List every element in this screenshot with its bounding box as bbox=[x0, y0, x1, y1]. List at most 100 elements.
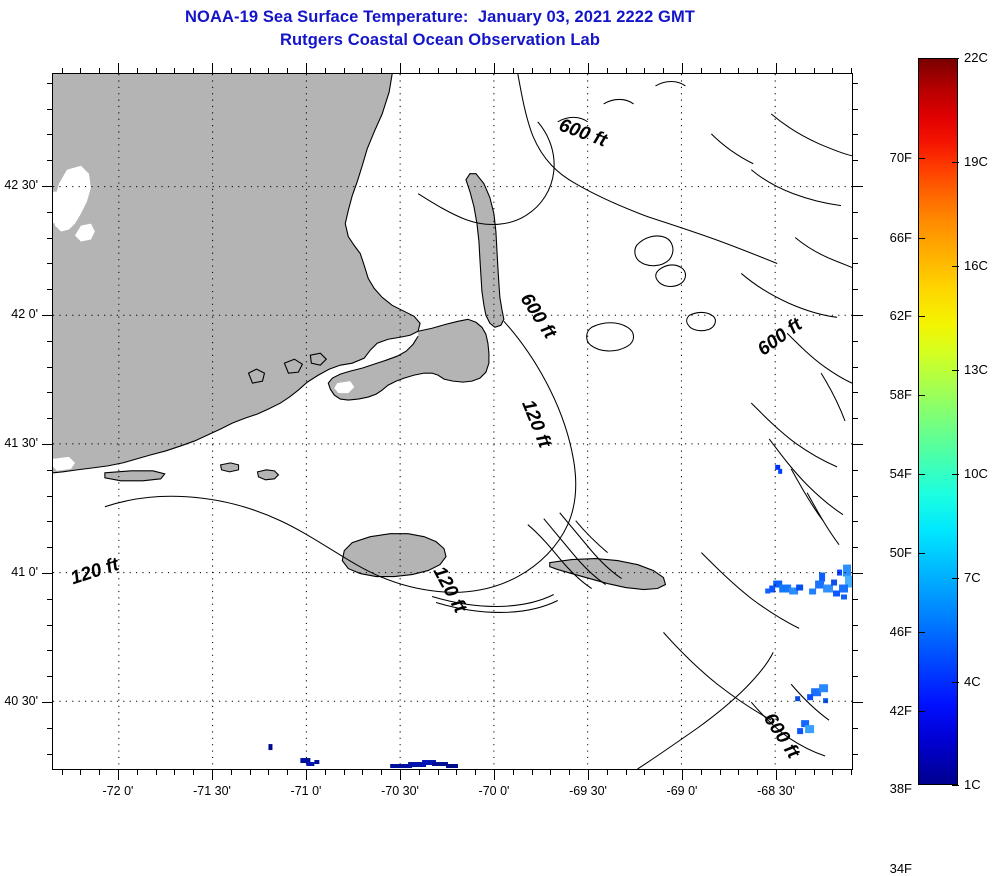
colorbar-tick-fahrenheit bbox=[918, 553, 925, 554]
x-axis-minor-tick bbox=[137, 770, 138, 775]
y-axis-minor-tick bbox=[853, 109, 858, 110]
x-axis-major-tick bbox=[588, 63, 589, 73]
x-axis-minor-tick bbox=[250, 68, 251, 73]
x-axis-minor-tick bbox=[231, 68, 232, 73]
y-axis-minor-tick bbox=[47, 341, 52, 342]
x-axis-major-tick bbox=[776, 63, 777, 73]
x-axis-minor-tick bbox=[513, 770, 514, 775]
y-axis-minor-tick bbox=[853, 367, 858, 368]
colorbar-tick-fahrenheit bbox=[918, 238, 925, 239]
y-axis-major-tick bbox=[42, 702, 52, 703]
colorbar-label-fahrenheit: 62F bbox=[889, 308, 912, 323]
x-axis-major-tick bbox=[682, 63, 683, 73]
y-axis-minor-tick bbox=[47, 367, 52, 368]
x-axis-minor-tick bbox=[550, 770, 551, 775]
x-axis-minor-tick bbox=[814, 770, 815, 775]
y-axis-minor-tick bbox=[47, 134, 52, 135]
colorbar-label-fahrenheit: 54F bbox=[889, 466, 912, 481]
x-axis-minor-tick bbox=[851, 68, 852, 73]
x-axis-minor-tick bbox=[156, 770, 157, 775]
y-axis-minor-tick bbox=[853, 599, 858, 600]
y-axis-label: 40 30' bbox=[4, 694, 38, 708]
y-axis-minor-tick bbox=[47, 470, 52, 471]
y-axis-minor-tick bbox=[47, 676, 52, 677]
x-axis-minor-tick bbox=[738, 68, 739, 73]
contour-label-120ft-2: 120 ft bbox=[429, 563, 471, 617]
y-axis-minor-tick bbox=[47, 496, 52, 497]
x-axis-minor-tick bbox=[832, 68, 833, 73]
x-axis-major-tick bbox=[494, 63, 495, 73]
x-axis-minor-tick bbox=[550, 68, 551, 73]
x-axis-minor-tick bbox=[851, 770, 852, 775]
x-axis-major-tick bbox=[682, 770, 683, 780]
x-axis-label: -71 30' bbox=[193, 784, 231, 798]
x-axis-minor-tick bbox=[419, 68, 420, 73]
coastline bbox=[53, 74, 667, 591]
x-axis-minor-tick bbox=[137, 68, 138, 73]
y-axis-major-tick bbox=[853, 702, 863, 703]
y-axis-minor-tick bbox=[853, 521, 858, 522]
contour-label-600ft-2: 600 ft bbox=[516, 290, 561, 343]
y-axis-major-tick bbox=[42, 444, 52, 445]
x-axis-label: -69 30' bbox=[569, 784, 607, 798]
x-axis-minor-tick bbox=[663, 68, 664, 73]
x-axis-minor-tick bbox=[80, 68, 81, 73]
x-axis-minor-tick bbox=[513, 68, 514, 73]
x-axis-minor-tick bbox=[757, 770, 758, 775]
x-axis-minor-tick bbox=[795, 68, 796, 73]
y-axis-label: 42 30' bbox=[4, 178, 38, 192]
x-axis-minor-tick bbox=[325, 68, 326, 73]
colorbar-label-fahrenheit: 58F bbox=[889, 387, 912, 402]
y-axis-minor-tick bbox=[853, 392, 858, 393]
x-axis-minor-tick bbox=[438, 770, 439, 775]
sst-colorbar[interactable] bbox=[918, 58, 958, 785]
y-axis-minor-tick bbox=[47, 754, 52, 755]
colorbar-label-celsius: 22C bbox=[964, 50, 988, 65]
colorbar-tick-celsius bbox=[952, 578, 959, 579]
y-axis-minor-tick bbox=[47, 109, 52, 110]
y-axis-minor-tick bbox=[47, 650, 52, 651]
x-axis-minor-tick bbox=[569, 68, 570, 73]
colorbar-label-fahrenheit: 34F bbox=[889, 861, 912, 876]
x-axis-minor-tick bbox=[607, 770, 608, 775]
x-axis-major-tick bbox=[400, 770, 401, 780]
contour-label-120ft-1: 120 ft bbox=[517, 397, 555, 451]
y-axis-minor-tick bbox=[47, 289, 52, 290]
land-polygons bbox=[53, 74, 666, 590]
y-axis-minor-tick bbox=[853, 160, 858, 161]
y-axis-minor-tick bbox=[853, 418, 858, 419]
colorbar-label-celsius: 7C bbox=[964, 570, 981, 585]
colorbar-tick-celsius bbox=[952, 682, 959, 683]
y-axis-major-tick bbox=[42, 186, 52, 187]
x-axis-minor-tick bbox=[569, 770, 570, 775]
colorbar-label-fahrenheit: 38F bbox=[889, 781, 912, 796]
y-axis-minor-tick bbox=[47, 263, 52, 264]
x-axis-minor-tick bbox=[344, 68, 345, 73]
y-axis-minor-tick bbox=[47, 728, 52, 729]
x-axis-minor-tick bbox=[344, 770, 345, 775]
x-axis-minor-tick bbox=[268, 770, 269, 775]
sst-map-plot[interactable]: 600 ft 600 ft 600 ft 600 ft 120 ft 120 f… bbox=[52, 73, 853, 770]
y-axis-major-tick bbox=[42, 573, 52, 574]
y-axis-minor-tick bbox=[853, 470, 858, 471]
y-axis-minor-tick bbox=[47, 625, 52, 626]
x-axis-minor-tick bbox=[174, 770, 175, 775]
colorbar-label-celsius: 10C bbox=[964, 466, 988, 481]
x-axis-major-tick bbox=[306, 63, 307, 73]
x-axis-label: -69 0' bbox=[666, 784, 698, 798]
x-axis-label: -70 30' bbox=[381, 784, 419, 798]
y-axis-minor-tick bbox=[47, 83, 52, 84]
y-axis-minor-tick bbox=[853, 625, 858, 626]
colorbar-label-celsius: 19C bbox=[964, 154, 988, 169]
x-axis-minor-tick bbox=[475, 770, 476, 775]
y-axis-minor-tick bbox=[853, 676, 858, 677]
y-axis-minor-tick bbox=[853, 263, 858, 264]
y-axis-label: 42 0' bbox=[11, 307, 38, 321]
x-axis-minor-tick bbox=[362, 68, 363, 73]
y-axis-minor-tick bbox=[853, 212, 858, 213]
contour-label-600ft-1: 600 ft bbox=[556, 115, 610, 152]
colorbar-gradient bbox=[918, 58, 958, 785]
colorbar-tick-celsius bbox=[952, 785, 959, 786]
x-axis-minor-tick bbox=[381, 770, 382, 775]
y-axis-major-tick bbox=[853, 444, 863, 445]
